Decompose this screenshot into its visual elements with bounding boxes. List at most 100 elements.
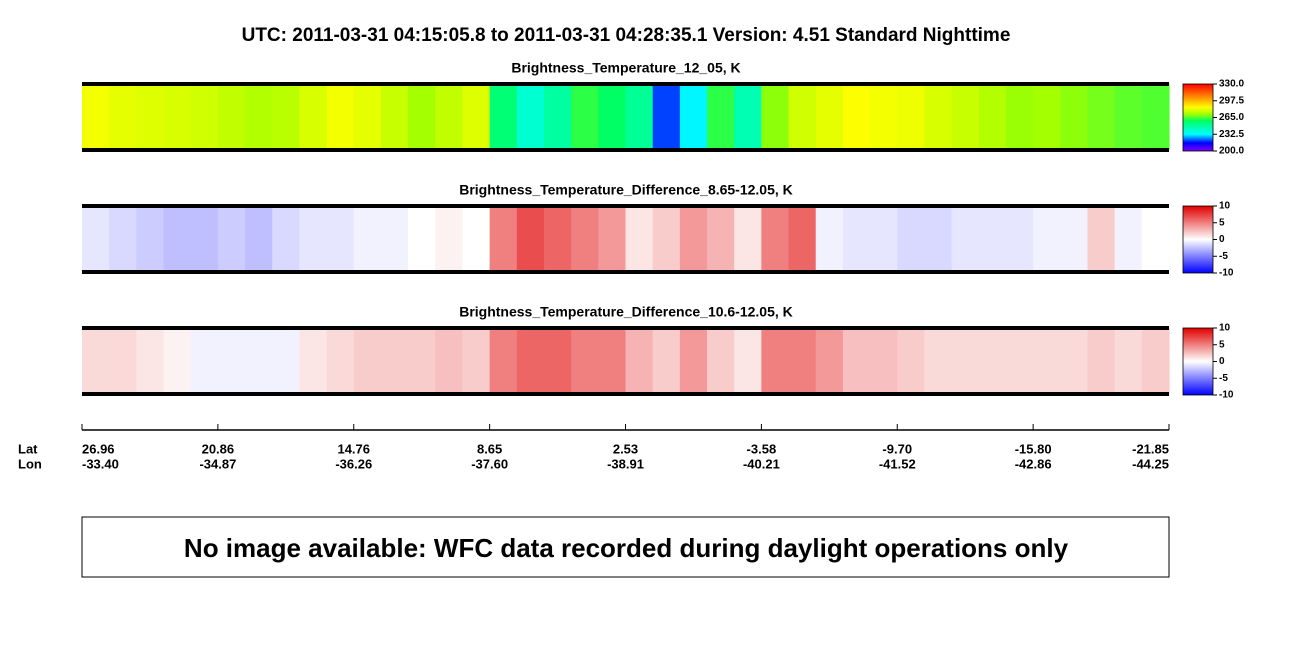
heat-cell — [516, 84, 545, 150]
heat-cell — [380, 84, 409, 150]
heat-cell — [815, 206, 844, 272]
heat-cell — [109, 328, 137, 394]
heat-cell — [272, 84, 300, 150]
heat-cell — [625, 84, 654, 150]
heat-cell — [1114, 328, 1143, 394]
heat-cell — [571, 328, 599, 394]
heat-cell — [1060, 328, 1089, 394]
heat-cell — [1033, 328, 1061, 394]
lat-tick-label: -9.70 — [882, 441, 912, 456]
heat-cell — [109, 206, 137, 272]
lon-tick-label: -41.52 — [879, 456, 916, 471]
lat-tick-label: 20.86 — [202, 441, 235, 456]
heat-cell — [761, 84, 790, 150]
heat-cell — [788, 328, 817, 394]
lon-tick-label: -40.21 — [743, 456, 780, 471]
heat-cell — [299, 206, 328, 272]
heat-cell — [1087, 84, 1116, 150]
heat-cell — [598, 84, 627, 150]
colorbar-label: 297.5 — [1219, 95, 1244, 106]
heat-cell — [679, 206, 708, 272]
heat-cell — [245, 206, 273, 272]
colorbar — [1182, 327, 1214, 396]
heat-cell — [1005, 328, 1034, 394]
heat-cell — [598, 328, 627, 394]
heat-cell — [190, 84, 219, 150]
heat-cell — [353, 206, 382, 272]
heat-cell — [462, 328, 491, 394]
heat-cell — [489, 328, 518, 394]
heat-cell — [924, 206, 953, 272]
heat-cell — [408, 206, 436, 272]
heat-cell — [870, 206, 898, 272]
lon-tick-label: -42.86 — [1015, 456, 1052, 471]
lat-label: Lat — [18, 441, 38, 456]
lon-tick-label: -44.25 — [1132, 456, 1169, 471]
heat-cell — [462, 206, 491, 272]
heat-cell — [272, 328, 300, 394]
heat-cell — [1114, 206, 1143, 272]
heat-cell — [842, 206, 871, 272]
heat-cell — [435, 328, 464, 394]
heat-cell — [734, 84, 762, 150]
lat-tick-label: 2.53 — [613, 441, 638, 456]
heat-cell — [217, 84, 246, 150]
heat-cell — [870, 328, 898, 394]
lat-tick-label: 26.96 — [82, 441, 115, 456]
heat-cell — [897, 84, 926, 150]
notice: No image available: WFC data recorded du… — [184, 533, 1069, 563]
colorbar — [1182, 205, 1214, 274]
colorbar-label: 0 — [1219, 234, 1225, 245]
heat-cell — [815, 328, 844, 394]
heat-cell — [245, 328, 273, 394]
heat-cell — [625, 206, 654, 272]
colorbar-label: -5 — [1219, 251, 1228, 262]
heat-cell — [217, 206, 246, 272]
heat-cell — [978, 328, 1007, 394]
heat-cell — [408, 84, 436, 150]
lon-tick-label: -33.40 — [82, 456, 119, 471]
title: UTC: 2011-03-31 04:15:05.8 to 2011-03-31… — [242, 25, 1011, 46]
heat-cell — [1087, 328, 1116, 394]
heat-cell — [707, 328, 735, 394]
lon-tick-label: -37.60 — [471, 456, 508, 471]
heat-cell — [1141, 206, 1170, 272]
heat-cell — [163, 328, 192, 394]
heat-cell — [326, 328, 355, 394]
colorbar-label: 10 — [1219, 323, 1231, 334]
heat-cell — [353, 84, 382, 150]
colorbar-label: 232.5 — [1219, 129, 1244, 140]
heat-cell — [978, 206, 1007, 272]
colorbar-label: -10 — [1219, 390, 1234, 401]
heat-cell — [516, 328, 545, 394]
colorbar — [1182, 83, 1214, 152]
colorbar-label: 265.0 — [1219, 112, 1244, 123]
heat-cell — [951, 206, 980, 272]
lon-tick-label: -34.87 — [199, 456, 236, 471]
heat-cell — [326, 84, 355, 150]
heat-cell — [435, 84, 464, 150]
heat-cell — [217, 328, 246, 394]
lat-tick-label: 8.65 — [477, 441, 502, 456]
heat-cell — [380, 328, 409, 394]
heat-cell — [1087, 206, 1116, 272]
heat-cell — [870, 84, 898, 150]
heat-cell — [842, 328, 871, 394]
heat-cell — [652, 84, 681, 150]
colorbar-label: -10 — [1219, 268, 1234, 279]
heat-cell — [353, 328, 382, 394]
heat-cell — [679, 328, 708, 394]
heat-cell — [299, 328, 328, 394]
heat-cell — [1033, 206, 1061, 272]
notice-box — [81, 516, 1170, 578]
lat-tick-label: -3.58 — [747, 441, 777, 456]
heat-cell — [788, 206, 817, 272]
heat-cell — [571, 84, 599, 150]
heat-cell — [897, 328, 926, 394]
heat-cell — [1060, 206, 1089, 272]
heat-cell — [924, 328, 953, 394]
panel-title: Brightness_Temperature_Difference_8.65-1… — [459, 182, 793, 198]
heat-cell — [842, 84, 871, 150]
heat-cell — [489, 206, 518, 272]
